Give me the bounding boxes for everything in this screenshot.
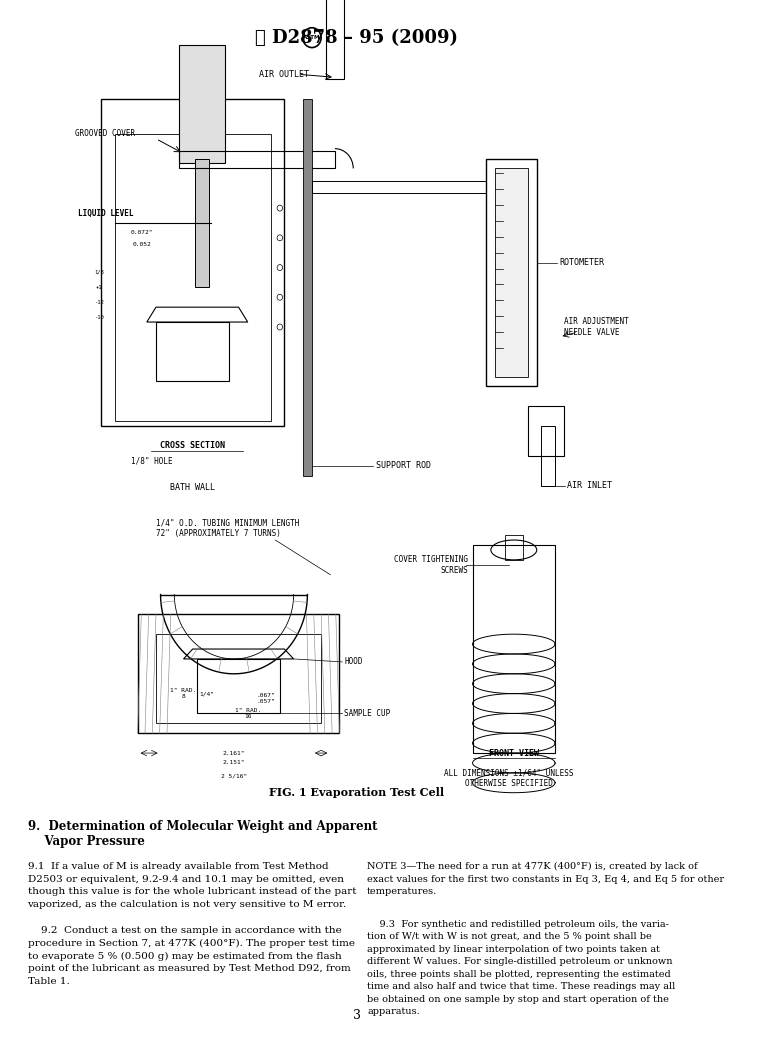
Bar [472,545,555,753]
Text: COVER TIGHTENING
SCREWS: COVER TIGHTENING SCREWS [394,555,468,575]
Bar [114,134,271,422]
Bar [156,322,230,381]
Bar [541,426,555,485]
Text: .067"
.057": .067" .057" [257,693,275,704]
Text: AIR INLET: AIR INLET [567,481,612,490]
Text: 9.1  If a value of M is already available from Test Method
D2503 or equivalent, : 9.1 If a value of M is already available… [27,862,356,909]
Text: -12: -12 [94,300,104,305]
Bar [326,0,344,79]
Text: 1/4": 1/4" [199,691,214,696]
Text: GROOVED COVER: GROOVED COVER [75,129,135,138]
Text: AIR ADJUSTMENT
NEEDLE VALVE: AIR ADJUSTMENT NEEDLE VALVE [564,318,629,336]
Text: 2 5/16": 2 5/16" [221,773,247,779]
Text: 9.1  If a value of M is already available from Test Method: 9.1 If a value of M is already available… [27,862,328,871]
Bar [312,181,486,194]
Text: SUPPORT ROD: SUPPORT ROD [377,461,431,471]
Text: 9.  Determination of Molecular Weight and Apparent
    Vapor Pressure: 9. Determination of Molecular Weight and… [27,820,377,848]
Text: ASTM: ASTM [303,35,321,41]
Text: 3: 3 [353,1009,361,1022]
Text: 1/8" HOLE: 1/8" HOLE [131,456,172,465]
Text: 1" RAD.
16: 1" RAD. 16 [235,708,261,719]
Text: FRONT VIEW: FRONT VIEW [489,748,539,758]
Bar [505,535,523,560]
Text: 0.072": 0.072" [131,230,153,235]
Text: -10: -10 [94,314,104,320]
Bar [101,99,285,426]
Text: CROSS SECTION: CROSS SECTION [160,441,225,451]
Text: BATH WALL: BATH WALL [170,483,216,492]
Text: 2.151": 2.151" [223,761,245,765]
Bar [194,158,209,287]
Text: 0.052: 0.052 [133,243,152,248]
Text: 9.2  Conduct a test on the sample in accordance with the
procedure in Section 7,: 9.2 Conduct a test on the sample in acco… [27,926,355,986]
Text: SAMPLE CUP: SAMPLE CUP [344,709,391,718]
Bar [496,169,527,377]
Text: Ⓜ D2878 – 95 (2009): Ⓜ D2878 – 95 (2009) [255,29,458,47]
Text: 1/4" O.D. TUBING MINIMUM LENGTH
72" (APPROXIMATELY 7 TURNS): 1/4" O.D. TUBING MINIMUM LENGTH 72" (APP… [156,518,300,538]
Text: ALL DIMENSIONS ±1/64" UNLESS
OTHERWISE SPECIFIED: ALL DIMENSIONS ±1/64" UNLESS OTHERWISE S… [444,768,574,788]
Text: 1/8: 1/8 [94,270,104,275]
Bar [156,634,321,723]
Bar [179,45,225,163]
Text: NOTE 3—The need for a run at 477K (400°F) is, created by lack of
exact values fo: NOTE 3—The need for a run at 477K (400°F… [367,862,724,896]
Bar [179,151,335,169]
Text: 2.161": 2.161" [223,751,245,756]
Bar [198,659,280,713]
Text: HOOD: HOOD [344,658,363,666]
Text: FIG. 1 Evaporation Test Cell: FIG. 1 Evaporation Test Cell [269,787,444,798]
Bar [486,158,537,386]
Text: 9.3  For synthetic and redistilled petroleum oils, the varia-
tion of W/t with W: 9.3 For synthetic and redistilled petrol… [367,919,675,1016]
Text: 1" RAD.
8: 1" RAD. 8 [170,688,197,699]
Text: ROTOMETER: ROTOMETER [559,258,605,268]
Text: LIQUID LEVEL: LIQUID LEVEL [78,208,133,218]
Text: +1: +1 [96,285,103,289]
Bar [138,614,339,733]
Bar [303,99,312,476]
Text: AIR OUTLET: AIR OUTLET [259,70,310,79]
Bar [527,406,564,456]
